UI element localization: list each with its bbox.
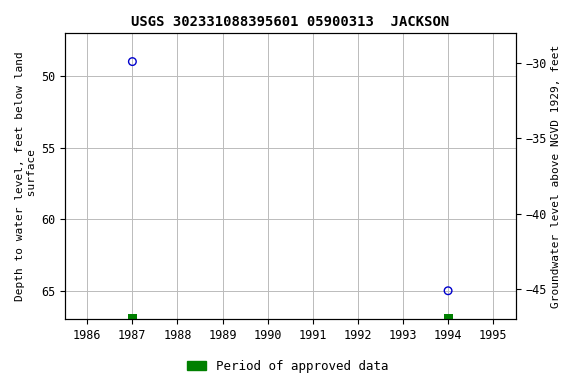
- Y-axis label: Groundwater level above NGVD 1929, feet: Groundwater level above NGVD 1929, feet: [551, 45, 561, 308]
- Legend: Period of approved data: Period of approved data: [183, 355, 393, 378]
- Bar: [444, 314, 453, 319]
- Y-axis label: Depth to water level, feet below land
 surface: Depth to water level, feet below land su…: [15, 51, 37, 301]
- Title: USGS 302331088395601 05900313  JACKSON: USGS 302331088395601 05900313 JACKSON: [131, 15, 449, 29]
- Point: [444, 288, 453, 294]
- Bar: [128, 314, 137, 319]
- Point: [128, 58, 137, 65]
